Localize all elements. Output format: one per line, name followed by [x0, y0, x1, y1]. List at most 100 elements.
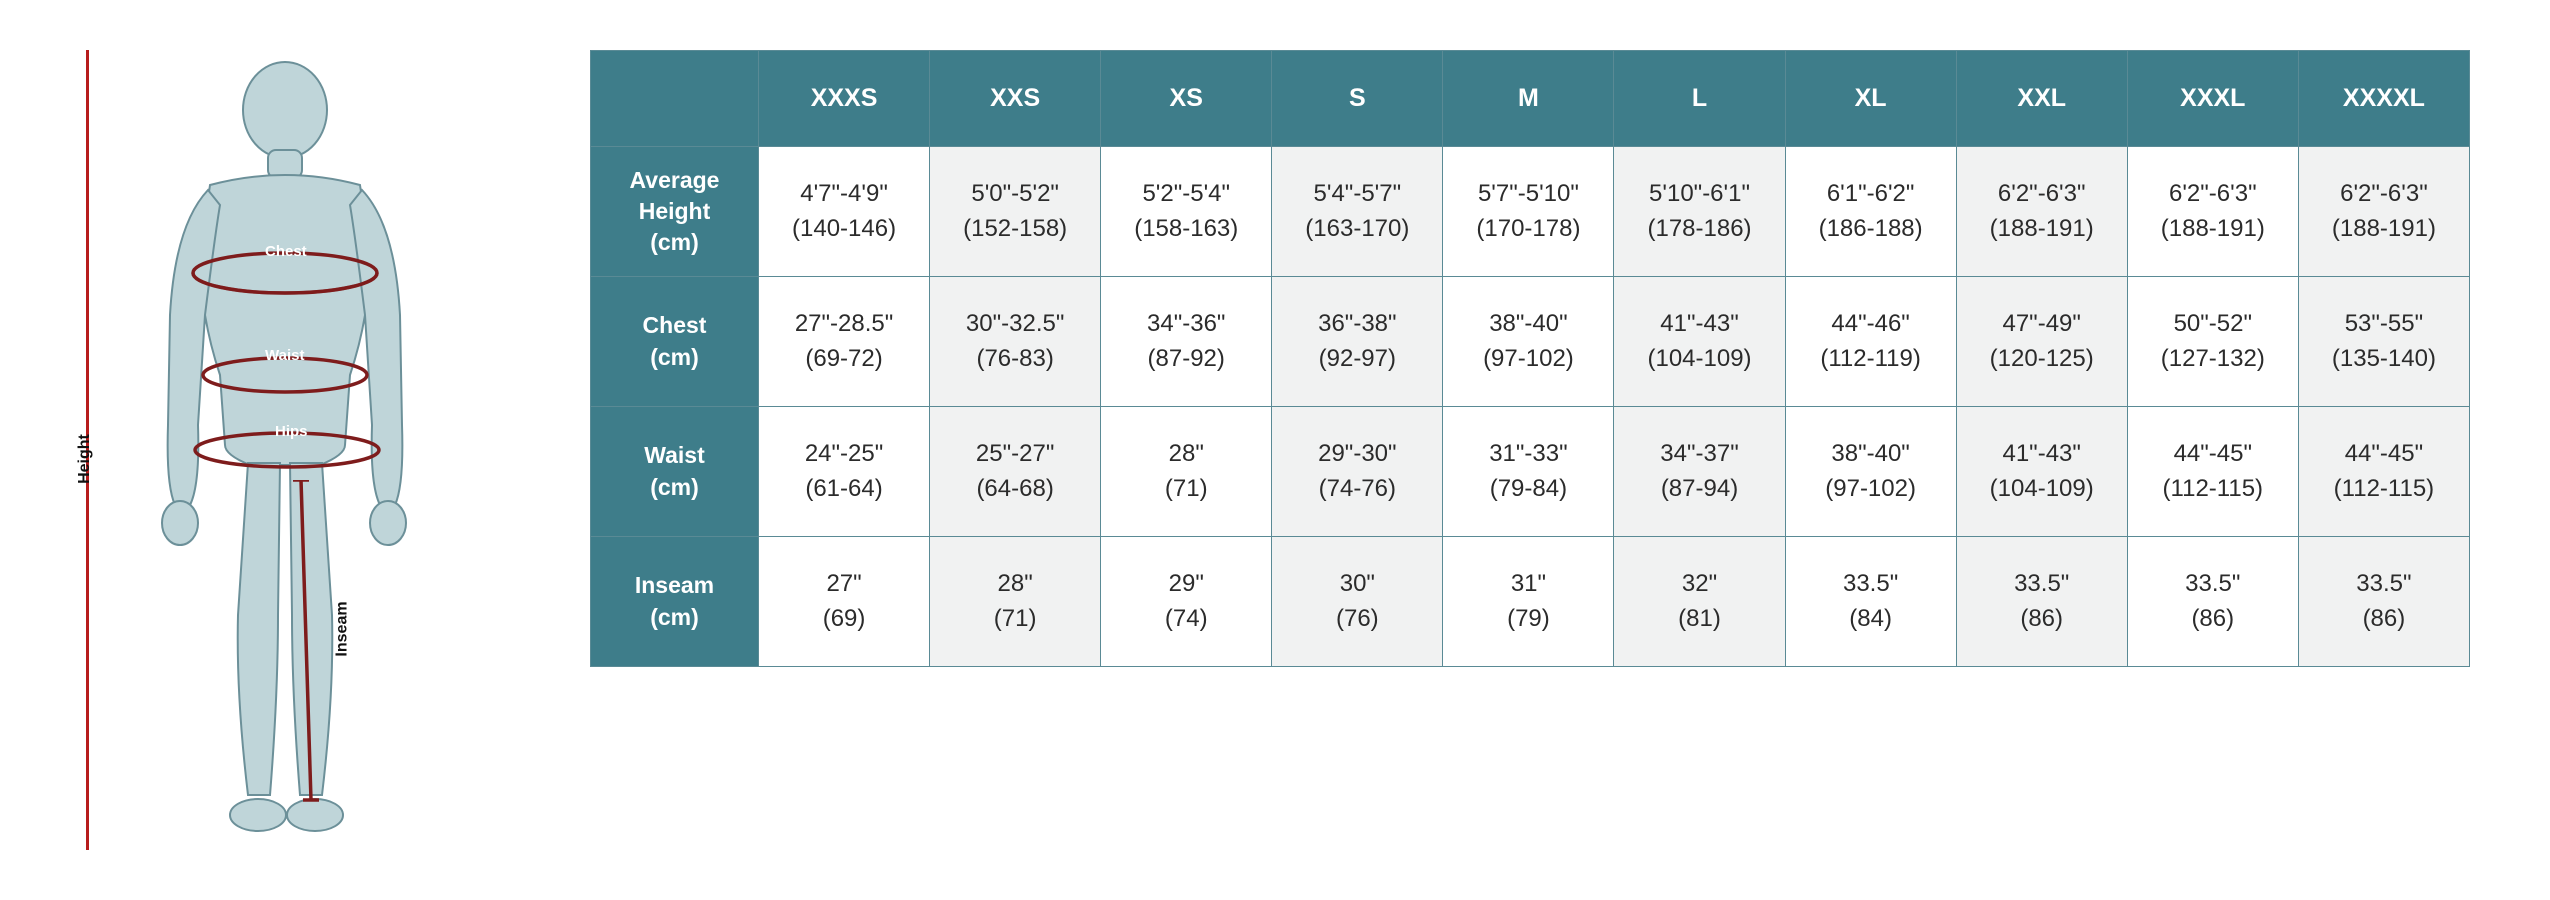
- cell-sub: (79): [1507, 602, 1550, 637]
- hips-label: Hips: [275, 423, 308, 440]
- table-cell: 5'0"-5'2"(152-158): [930, 147, 1101, 277]
- table-cell: 28"(71): [1101, 407, 1272, 537]
- size-col-header: S: [1272, 51, 1443, 147]
- cell-main: 50"-52": [2161, 307, 2265, 342]
- size-col-header: XXL: [1956, 51, 2127, 147]
- row-header-unit: (cm): [650, 604, 699, 630]
- row-header-unit: (cm): [650, 474, 699, 500]
- table-cell: 33.5"(86): [1956, 537, 2127, 667]
- cell-main: 31"-33": [1489, 437, 1567, 472]
- table-cell: 41"-43"(104-109): [1956, 407, 2127, 537]
- row-header-main: Waist: [644, 442, 705, 468]
- cell-sub: (86): [2014, 602, 2069, 637]
- cell-sub: (74): [1165, 602, 1208, 637]
- cell-main: 29"-30": [1318, 437, 1396, 472]
- cell-sub: (81): [1678, 602, 1721, 637]
- table-cell: 50"-52"(127-132): [2127, 277, 2298, 407]
- cell-sub: (135-140): [2332, 342, 2436, 377]
- table-cell: 33.5"(84): [1785, 537, 1956, 667]
- inseam-label: Inseam: [334, 601, 352, 656]
- cell-sub: (74-76): [1318, 472, 1396, 507]
- table-cell: 6'2"-6'3"(188-191): [2127, 147, 2298, 277]
- table-cell: 41"-43"(104-109): [1614, 277, 1785, 407]
- cell-sub: (69-72): [795, 342, 893, 377]
- size-col-header: L: [1614, 51, 1785, 147]
- cell-main: 28": [994, 567, 1037, 602]
- cell-main: 25"-27": [976, 437, 1054, 472]
- cell-sub: (120-125): [1990, 342, 2094, 377]
- table-cell: 29"-30"(74-76): [1272, 407, 1443, 537]
- cell-main: 5'2"-5'4": [1134, 177, 1238, 212]
- table-cell: 5'10"-6'1"(178-186): [1614, 147, 1785, 277]
- table-cell: 6'2"-6'3"(188-191): [2298, 147, 2469, 277]
- cell-main: 5'7"-5'10": [1476, 177, 1580, 212]
- body-figure: Height: [60, 50, 480, 850]
- table-cell: 44"-46"(112-119): [1785, 277, 1956, 407]
- cell-main: 53"-55": [2332, 307, 2436, 342]
- table-cell: 24"-25"(61-64): [759, 407, 930, 537]
- cell-main: 34"-36": [1147, 307, 1225, 342]
- table-cell: 34"-37"(87-94): [1614, 407, 1785, 537]
- cell-main: 5'4"-5'7": [1305, 177, 1409, 212]
- cell-sub: (112-119): [1820, 342, 1921, 377]
- cell-main: 27": [823, 567, 866, 602]
- table-cell: 6'1"-6'2"(186-188): [1785, 147, 1956, 277]
- table-cell: 31"-33"(79-84): [1443, 407, 1614, 537]
- cell-main: 6'2"-6'3": [1990, 177, 2094, 212]
- cell-sub: (104-109): [1647, 342, 1751, 377]
- table-cell: 32"(81): [1614, 537, 1785, 667]
- table-cell: 5'7"-5'10"(170-178): [1443, 147, 1614, 277]
- row-header: Chest(cm): [591, 277, 759, 407]
- cell-main: 41"-43": [1647, 307, 1751, 342]
- cell-sub: (97-102): [1825, 472, 1916, 507]
- cell-sub: (178-186): [1647, 212, 1751, 247]
- cell-sub: (112-115): [2334, 472, 2435, 507]
- size-col-header: XXS: [930, 51, 1101, 147]
- table-cell: 44"-45"(112-115): [2127, 407, 2298, 537]
- cell-sub: (64-68): [976, 472, 1054, 507]
- table-cell: 5'2"-5'4"(158-163): [1101, 147, 1272, 277]
- table-row: Chest(cm)27"-28.5"(69-72)30"-32.5"(76-83…: [591, 277, 2470, 407]
- cell-sub: (186-188): [1819, 212, 1923, 247]
- cell-sub: (152-158): [963, 212, 1067, 247]
- table-cell: 47"-49"(120-125): [1956, 277, 2127, 407]
- size-col-header: XS: [1101, 51, 1272, 147]
- table-cell: 28"(71): [930, 537, 1101, 667]
- row-header-unit: (cm): [650, 344, 699, 370]
- cell-main: 44"-45": [2163, 437, 2264, 472]
- table-cell: 44"-45"(112-115): [2298, 407, 2469, 537]
- row-header-main: Average Height: [630, 167, 720, 224]
- cell-main: 4'7"-4'9": [792, 177, 896, 212]
- table-header-row: XXXS XXS XS S M L XL XXL XXXL XXXXL: [591, 51, 2470, 147]
- table-row: Waist (cm) 24"-25"(61-64) 25"-27"(64-68) 28"…: [591, 407, 2470, 537]
- cell-sub: (71): [1165, 472, 1208, 507]
- table-cell: 34"-36"(87-92): [1101, 277, 1272, 407]
- size-chart-container: Height: [0, 0, 2550, 900]
- height-label: Height: [76, 434, 94, 484]
- table-cell: 30"-32.5"(76-83): [930, 277, 1101, 407]
- cell-main: 44"-45": [2334, 437, 2435, 472]
- cell-sub: (86): [2356, 602, 2411, 637]
- row-header: Waist (cm): [591, 407, 759, 537]
- table-cell: 6'2"-6'3"(188-191): [1956, 147, 2127, 277]
- size-col-header: XXXS: [759, 51, 930, 147]
- cell-main: 41"-43": [1990, 437, 2094, 472]
- cell-main: 44"-46": [1820, 307, 1921, 342]
- cell-sub: (79-84): [1489, 472, 1567, 507]
- table-row: Average Height(cm)4'7"-4'9"(140-146)5'0"…: [591, 147, 2470, 277]
- cell-main: 5'0"-5'2": [963, 177, 1067, 212]
- table-cell: 38"-40"(97-102): [1785, 407, 1956, 537]
- row-header: Average Height(cm): [591, 147, 759, 277]
- table-corner-cell: [591, 51, 759, 147]
- table-cell: 53"-55"(135-140): [2298, 277, 2469, 407]
- table-cell: 27"-28.5"(69-72): [759, 277, 930, 407]
- cell-main: 38"-40": [1825, 437, 1916, 472]
- cell-sub: (188-191): [2161, 212, 2265, 247]
- cell-main: 29": [1165, 567, 1208, 602]
- cell-sub: (61-64): [805, 472, 883, 507]
- cell-main: 31": [1507, 567, 1550, 602]
- size-col-header: M: [1443, 51, 1614, 147]
- table-cell: 4'7"-4'9"(140-146): [759, 147, 930, 277]
- cell-main: 24"-25": [805, 437, 883, 472]
- cell-sub: (71): [994, 602, 1037, 637]
